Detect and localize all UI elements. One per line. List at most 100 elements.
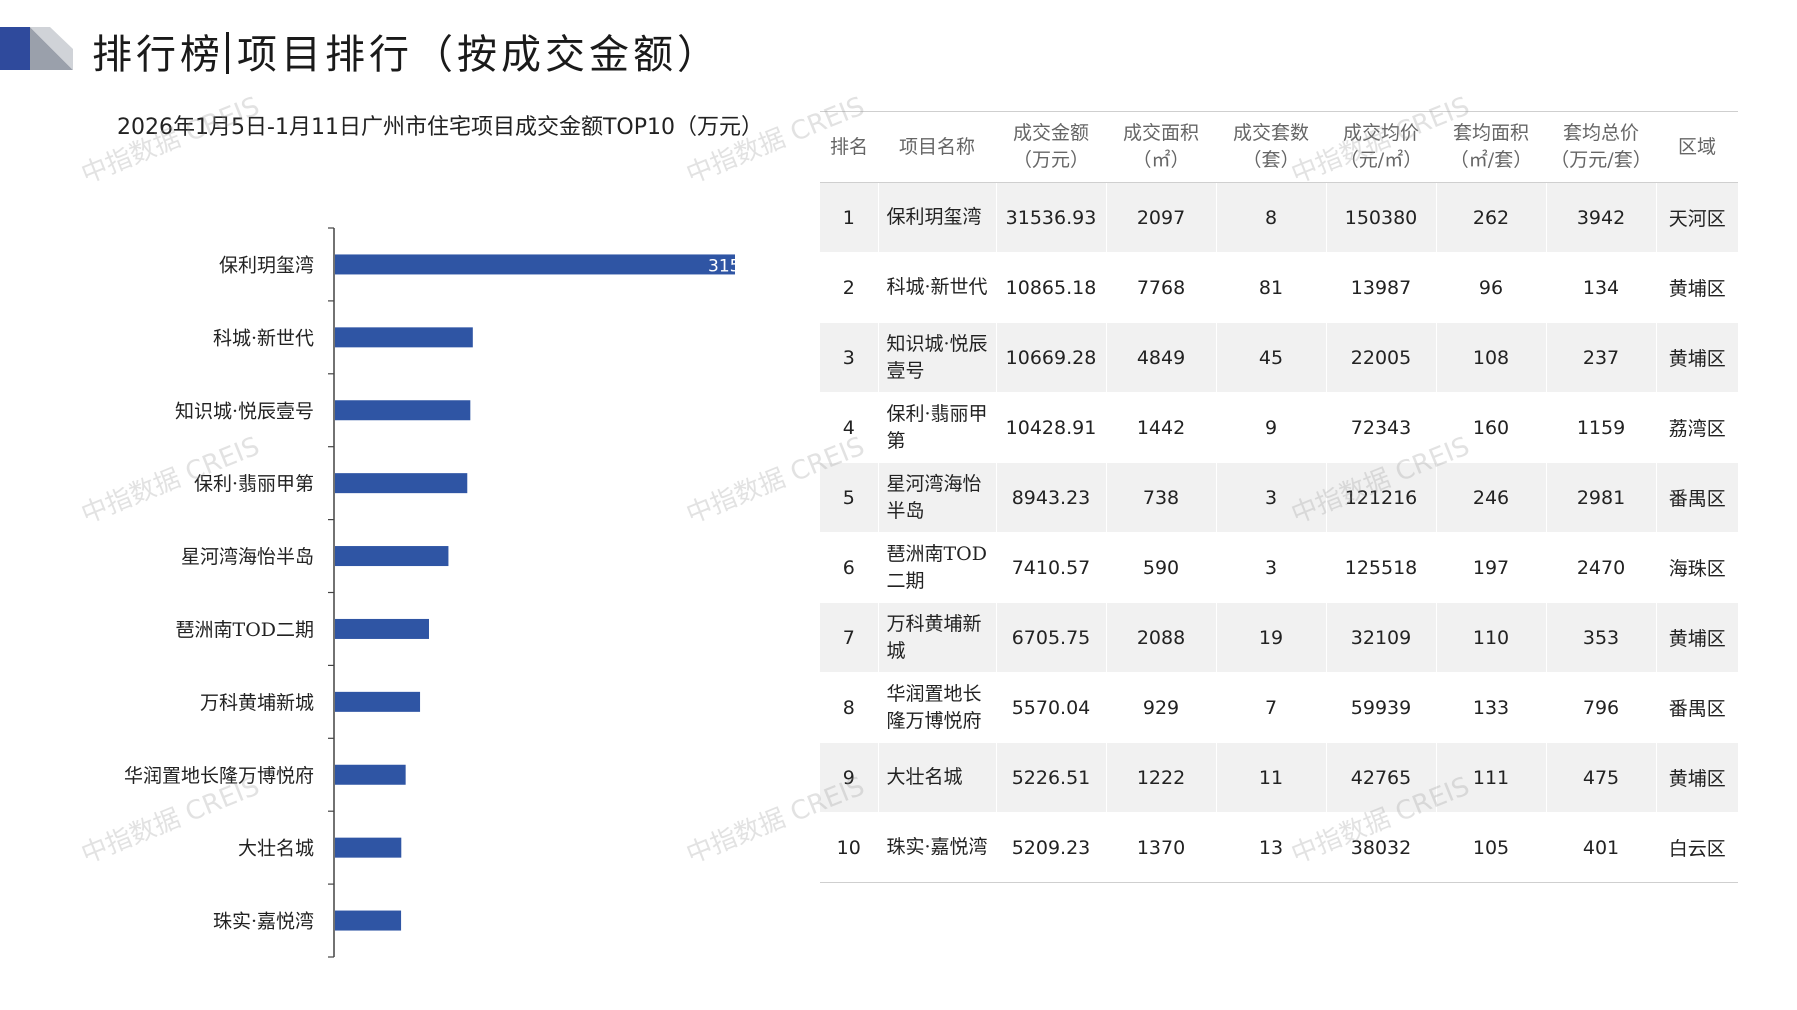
cell-avg-area: 197 [1435,532,1546,603]
cell-rank: 3 [820,322,878,393]
cell-avg-total: 237 [1545,322,1656,393]
cell-name: 华润置地长隆万博悦府 [877,672,996,743]
category-label: 琶洲南TOD二期 [176,619,314,641]
page-title: 排行榜 项目排行（按成交金额） [92,22,721,80]
bar-9 [335,837,402,858]
table-row: 9 大壮名城 5226.51 1222 11 42765 111 475 黄埔区 [820,742,1738,813]
table-body: 1 保利玥玺湾 31536.93 2097 8 150380 262 3942 天河区 2 科城·新… [820,182,1738,883]
category-label: 万科黄埔新城 [200,692,314,714]
column-header-text: （元/㎡） [1339,149,1423,171]
cell-name: 知识城·悦辰壹号 [877,322,996,393]
cell-units: 11 [1215,742,1326,813]
cell-amount: 10428.91 [995,392,1106,463]
cell-avg-area: 262 [1435,182,1546,253]
column-header-text: 成交金额 [1012,122,1089,144]
column-header-text: 套均面积 [1452,122,1529,144]
table-row: 1 保利玥玺湾 31536.93 2097 8 150380 262 3942 天河区 [820,182,1738,253]
column-header: 区域 [1656,111,1738,183]
cell-avg-total: 475 [1545,742,1656,813]
cell-amount: 5570.04 [995,672,1106,743]
bar-8 [335,764,406,785]
cell-district: 白云区 [1655,812,1738,883]
cell-rank: 1 [820,182,878,253]
category-label: 华润置地长隆万博悦府 [124,765,314,787]
cell-name: 珠实·嘉悦湾 [877,812,996,883]
cell-district: 番禺区 [1655,672,1738,743]
bar-1 [335,254,735,275]
cell-district: 番禺区 [1655,462,1738,533]
column-header: 成交面积 （㎡） [1106,111,1216,183]
cell-amount: 7410.57 [995,532,1106,603]
cell-rank: 5 [820,462,878,533]
cell-area: 1222 [1105,742,1216,813]
cell-avg-total: 353 [1545,602,1656,673]
ranking-table: 排名 项目名称 成交金额 （万元） 成交面积 （㎡） 成交套数 （套） 成交均价 （元/㎡） 套均面… [820,111,1738,883]
cell-rank: 6 [820,532,878,603]
cell-rank: 8 [820,672,878,743]
data-label-bar-1: 315 [708,256,740,276]
cell-area: 7768 [1105,252,1216,323]
cell-amount: 5209.23 [995,812,1106,883]
chart-title: 2026年1月5日-1月11日广州市住宅项目成交金额TOP10（万元） [117,115,763,140]
bar-7 [335,691,421,712]
bar-5 [335,546,449,567]
title-separator [226,32,229,74]
cell-name: 保利玥玺湾 [877,182,996,253]
cell-units: 8 [1215,182,1326,253]
bar-2 [335,327,473,348]
cell-district: 海珠区 [1655,532,1738,603]
table-row: 10 珠实·嘉悦湾 5209.23 1370 13 38032 105 401 白云区 [820,812,1738,883]
table-row: 5 星河湾海怡半岛 8943.23 738 3 121216 246 2981 番禺区 [820,462,1738,533]
cell-price: 121216 [1325,462,1436,533]
table-row: 8 华润置地长隆万博悦府 5570.04 929 7 59939 133 796 番禺区 [820,672,1738,743]
column-header-text: 套均总价 [1562,122,1639,144]
cell-name: 万科黄埔新城 [877,602,996,673]
cell-amount: 10865.18 [995,252,1106,323]
column-header-text: （万元/套） [1550,149,1652,171]
cell-rank: 2 [820,252,878,323]
cell-units: 3 [1215,532,1326,603]
cell-amount: 10669.28 [995,322,1106,393]
page-title-subject: 项目排行（按成交金额） [237,32,721,78]
table-row: 4 保利·翡丽甲第 10428.91 1442 9 72343 160 1159 荔湾区 [820,392,1738,463]
column-header: 成交套数 （套） [1216,111,1326,183]
cell-amount: 6705.75 [995,602,1106,673]
cell-district: 黄埔区 [1655,742,1738,813]
bar-chart: 保利玥玺湾科城·新世代知识城·悦辰壹号保利·翡丽甲第星河湾海怡半岛琶洲南TOD二… [124,227,740,958]
cell-avg-area: 133 [1435,672,1546,743]
column-header-text: （㎡） [1132,149,1190,171]
bar-10 [335,910,402,931]
cell-units: 81 [1215,252,1326,323]
category-label: 知识城·悦辰壹号 [175,400,314,422]
bar-6 [335,618,429,639]
table-header: 排名 项目名称 成交金额 （万元） 成交面积 （㎡） 成交套数 （套） 成交均价 （元/㎡） 套均面… [820,111,1738,183]
column-header-text: 成交面积 [1122,122,1199,144]
cell-avg-area: 108 [1435,322,1546,393]
category-label: 保利玥玺湾 [219,254,314,276]
cell-units: 45 [1215,322,1326,393]
cell-units: 9 [1215,392,1326,463]
column-header-text: 项目名称 [898,135,975,158]
cell-avg-total: 3942 [1545,182,1656,253]
category-label: 大壮名城 [238,838,314,860]
column-header: 成交金额 （万元） [996,111,1106,183]
cell-area: 1370 [1105,812,1216,883]
cell-units: 3 [1215,462,1326,533]
page-title-section: 排行榜 [92,32,224,78]
column-header-text: （㎡/套） [1449,149,1533,171]
cell-price: 22005 [1325,322,1436,393]
cell-amount: 5226.51 [995,742,1106,813]
bar-4 [335,473,468,494]
cell-name: 星河湾海怡半岛 [877,462,996,533]
cell-avg-area: 105 [1435,812,1546,883]
cell-area: 590 [1105,532,1216,603]
column-header-text: （套） [1242,149,1300,171]
cell-avg-total: 796 [1545,672,1656,743]
table-row: 3 知识城·悦辰壹号 10669.28 4849 45 22005 108 237 黄埔区 [820,322,1738,393]
cell-amount: 31536.93 [995,182,1106,253]
cell-area: 4849 [1105,322,1216,393]
cell-avg-total: 1159 [1545,392,1656,463]
category-label: 保利·翡丽甲第 [194,473,314,495]
cell-price: 125518 [1325,532,1436,603]
cell-avg-total: 401 [1545,812,1656,883]
